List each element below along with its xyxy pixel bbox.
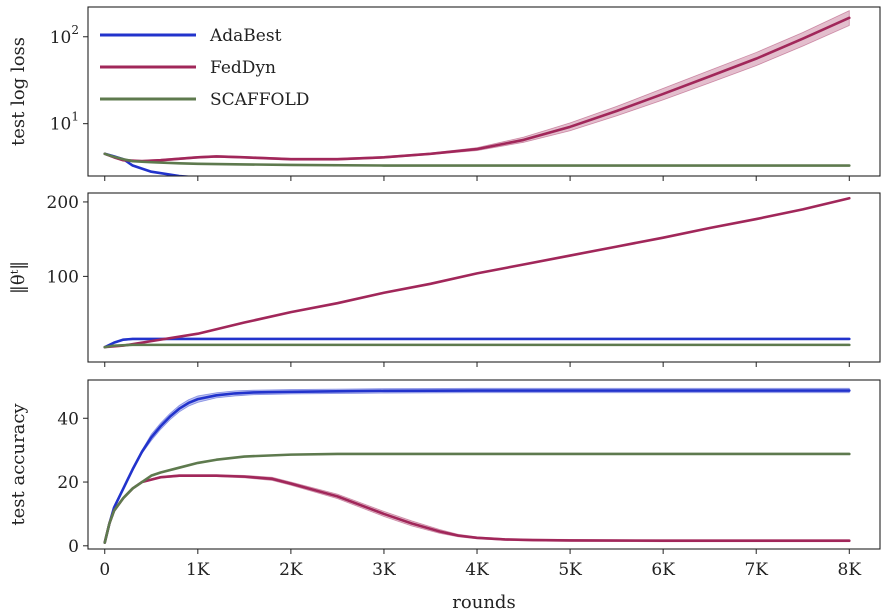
loss-plot-area [103, 9, 851, 176]
tick-exponent: 1 [71, 110, 79, 124]
norm-plot-area [103, 196, 851, 349]
legend: AdaBest FedDyn SCAFFOLD [100, 26, 309, 110]
accuracy-xtick-label: 8K [838, 560, 862, 580]
legend-label-scaffold: SCAFFOLD [210, 90, 309, 110]
accuracy-ylabel: test accuracy [8, 403, 29, 526]
tick-exponent: 2 [71, 23, 79, 37]
xlabel: rounds [452, 592, 515, 613]
accuracy-series-feddyn [103, 474, 851, 544]
accuracy-plot-area [103, 387, 851, 544]
norm-panel: 100 200 ‖θᵗ‖ [8, 192, 881, 367]
norm-series-feddyn [103, 196, 851, 349]
norm-ytick-label: 200 [47, 193, 79, 213]
accuracy-frame [87, 379, 881, 550]
accuracy-xtick-label: 1K [186, 560, 210, 580]
accuracy-xtick-label: 4K [465, 560, 489, 580]
norm-series-adabest [103, 337, 851, 349]
accuracy-xtick-label: 5K [558, 560, 582, 580]
loss-ytick-label: 101 [50, 110, 79, 135]
legend-label-feddyn: FedDyn [210, 58, 276, 78]
accuracy-series-scaffold [103, 452, 851, 544]
tick-base: 10 [50, 28, 72, 48]
tick-base: 10 [50, 115, 72, 135]
accuracy-band-feddyn [104, 474, 850, 543]
legend-label-adabest: AdaBest [209, 26, 282, 46]
accuracy-ytick-label: 0 [68, 537, 79, 557]
accuracy-series-adabest [103, 389, 851, 544]
accuracy-ytick-label: 40 [57, 409, 79, 429]
accuracy-xtick-label: 2K [279, 560, 303, 580]
norm-ytick-label: 100 [47, 267, 79, 287]
accuracy-xtick-label: 7K [744, 560, 768, 580]
norm-ylabel: ‖θᵗ‖ [8, 261, 29, 294]
accuracy-xtick-label: 6K [651, 560, 675, 580]
accuracy-band-adabest [104, 387, 850, 543]
loss-ylabel: test log loss [8, 37, 29, 146]
loss-series-scaffold [103, 152, 851, 167]
accuracy-ytick-label: 20 [57, 473, 79, 493]
loss-frame [87, 6, 881, 177]
accuracy-xtick-label: 0 [99, 560, 110, 580]
norm-frame [87, 192, 881, 363]
accuracy-xtick-label: 3K [372, 560, 396, 580]
norm-series-scaffold [103, 343, 851, 349]
loss-ytick-label: 102 [50, 23, 79, 48]
loss-series-adabest [103, 152, 195, 176]
accuracy-panel: 0 20 40 0 1K 2K 3K 4K 5K 6K 7K 8K test accuracy round… [8, 379, 881, 613]
